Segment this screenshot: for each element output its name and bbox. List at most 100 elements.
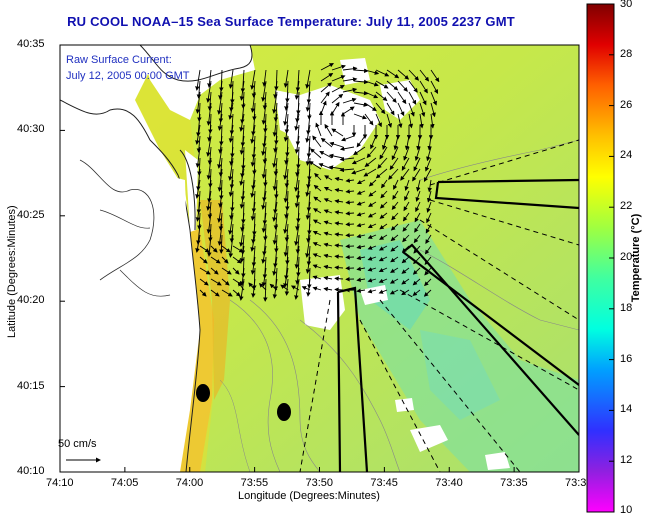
current-arrow xyxy=(210,256,221,264)
current-arrow xyxy=(367,234,377,239)
current-arrow xyxy=(250,201,256,221)
current-arrow xyxy=(397,102,405,117)
current-arrow xyxy=(273,102,279,122)
current-arrow xyxy=(427,135,432,151)
current-arrow xyxy=(331,93,344,104)
current-arrow xyxy=(261,245,267,264)
current-arrow xyxy=(195,179,201,199)
current-arrow xyxy=(250,256,256,275)
x-tick-label: 73:50 xyxy=(305,477,334,489)
current-arrow xyxy=(414,223,421,233)
current-arrow xyxy=(425,234,432,245)
current-arrow xyxy=(207,91,213,111)
current-arrow xyxy=(345,189,355,194)
current-arrow xyxy=(339,146,355,151)
current-arrow xyxy=(239,135,245,155)
current-arrow xyxy=(366,146,377,159)
current-arrow xyxy=(269,283,278,291)
current-arrow xyxy=(313,208,322,214)
current-arrow xyxy=(379,223,388,230)
current-arrow xyxy=(210,245,218,253)
current-arrow xyxy=(306,223,311,243)
current-arrow xyxy=(261,135,267,156)
current-arrow xyxy=(367,256,377,261)
current-arrow xyxy=(430,102,436,118)
current-arrow xyxy=(356,277,366,282)
current-arrow xyxy=(345,233,355,238)
current-arrow xyxy=(261,102,267,125)
current-arrow xyxy=(430,80,439,94)
current-arrow xyxy=(306,168,311,189)
current-arrow xyxy=(402,223,410,232)
current-arrow xyxy=(323,286,333,292)
current-arrow xyxy=(430,69,440,83)
current-arrow xyxy=(305,146,311,166)
current-arrow xyxy=(229,146,234,166)
current-arrow xyxy=(217,223,223,246)
x-tick-label: 73:3 xyxy=(565,477,587,489)
current-arrow xyxy=(221,289,233,297)
current-arrow xyxy=(217,113,223,131)
current-arrow xyxy=(375,69,390,77)
current-arrow xyxy=(426,190,432,203)
current-arrow xyxy=(273,80,278,99)
current-arrow xyxy=(378,278,388,283)
current-arrow xyxy=(416,179,421,192)
current-arrow xyxy=(419,80,428,94)
current-arrow xyxy=(261,267,267,287)
current-arrow xyxy=(261,190,267,210)
current-arrow xyxy=(412,267,421,275)
current-arrow xyxy=(419,69,430,82)
current-arrow xyxy=(196,223,201,245)
current-arrow xyxy=(228,234,234,258)
current-arrow xyxy=(262,91,268,110)
current-arrow xyxy=(329,141,344,148)
current-arrow xyxy=(342,87,358,93)
current-arrow xyxy=(195,234,201,253)
current-arrow xyxy=(294,168,300,192)
y-tick-label: 40:35 xyxy=(17,38,45,50)
current-arrow xyxy=(206,157,212,180)
current-arrow xyxy=(262,146,268,164)
current-arrow xyxy=(310,148,322,159)
current-arrow xyxy=(218,157,224,177)
current-arrow xyxy=(345,178,355,183)
current-arrow xyxy=(312,275,322,280)
x-tick-label: 74:10 xyxy=(46,477,74,489)
current-arrow xyxy=(415,201,421,213)
current-arrow xyxy=(386,69,400,79)
map-content xyxy=(60,45,579,472)
current-arrow xyxy=(375,102,386,115)
current-arrow xyxy=(331,85,345,93)
current-arrow xyxy=(272,256,278,276)
current-arrow xyxy=(401,289,410,296)
current-arrow xyxy=(239,245,245,263)
current-arrow xyxy=(402,234,410,243)
current-arrow xyxy=(401,157,410,171)
current-arrow xyxy=(401,278,410,285)
current-arrow xyxy=(273,135,278,153)
current-arrow xyxy=(386,102,395,116)
current-arrow xyxy=(251,80,257,98)
current-arrow xyxy=(381,179,388,189)
colorbar-tick-label: 28 xyxy=(620,47,633,60)
current-arrow xyxy=(393,135,399,151)
inset-label-line2: July 12, 2005 00:00 GMT xyxy=(66,70,190,82)
current-arrow xyxy=(283,179,289,203)
current-arrow xyxy=(250,124,256,144)
y-tick-label: 40:30 xyxy=(17,123,45,136)
current-arrow xyxy=(368,179,377,187)
current-arrow xyxy=(217,201,223,223)
current-arrow xyxy=(324,123,333,137)
colorbar-tick-label: 10 xyxy=(620,504,633,516)
current-arrow xyxy=(389,157,399,171)
current-arrow xyxy=(218,135,223,154)
map-title: RU COOL NOAA–15 Sea Surface Temperature:… xyxy=(67,14,515,29)
current-arrow xyxy=(199,256,208,264)
current-arrow xyxy=(206,102,212,126)
current-arrow xyxy=(240,102,245,124)
land-mass xyxy=(60,45,200,472)
current-arrow xyxy=(313,196,322,203)
current-arrow xyxy=(323,253,333,259)
current-arrow xyxy=(312,135,322,148)
